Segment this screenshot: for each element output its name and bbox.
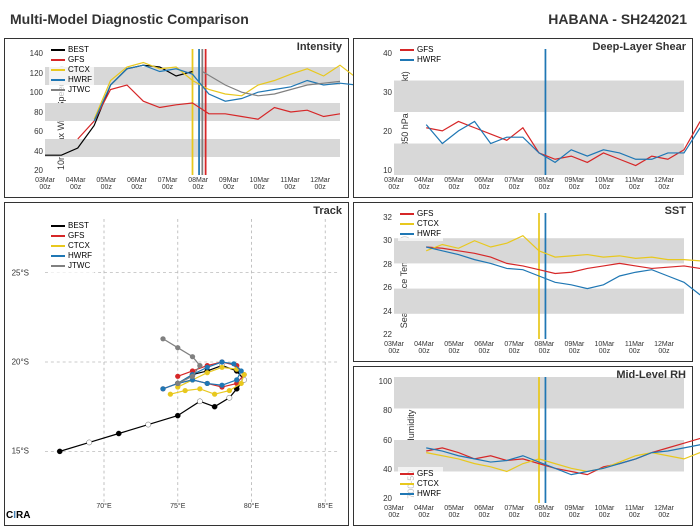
logo-ra: RA bbox=[16, 510, 30, 521]
legend: GFSCTCXHWRF bbox=[398, 207, 443, 241]
panel-title: Intensity bbox=[297, 41, 342, 53]
legend: GFSHWRF bbox=[398, 43, 443, 67]
legend: GFSCTCXHWRF bbox=[398, 467, 443, 501]
shear-panel: Deep-Layer Shear200-850 hPa Shear (kt)40… bbox=[353, 38, 693, 198]
legend: BESTGFSCTCXHWRFJTWC bbox=[49, 43, 94, 97]
title-right: HABANA - SH242021 bbox=[548, 11, 687, 27]
cira-logo: CIRA bbox=[6, 510, 30, 521]
panel-title: Mid-Level RH bbox=[616, 369, 686, 381]
rh-panel: Mid-Level RH700-500 hPa Humidity (%)1008… bbox=[353, 366, 693, 526]
sst-panel: SSTSea Surface Temp (°C)32302826242203Ma… bbox=[353, 202, 693, 362]
panel-title: SST bbox=[665, 205, 686, 217]
title-left: Multi-Model Diagnostic Comparison bbox=[10, 11, 249, 27]
intensity-panel: Intensity10m Max Wind Speed (kt)14012010… bbox=[4, 38, 349, 198]
track-panel: Track70°E75°E80°E85°E15°S20°S25°SBESTGFS… bbox=[4, 202, 349, 526]
panel-title: Deep-Layer Shear bbox=[592, 41, 686, 53]
header: Multi-Model Diagnostic Comparison HABANA… bbox=[4, 4, 693, 34]
